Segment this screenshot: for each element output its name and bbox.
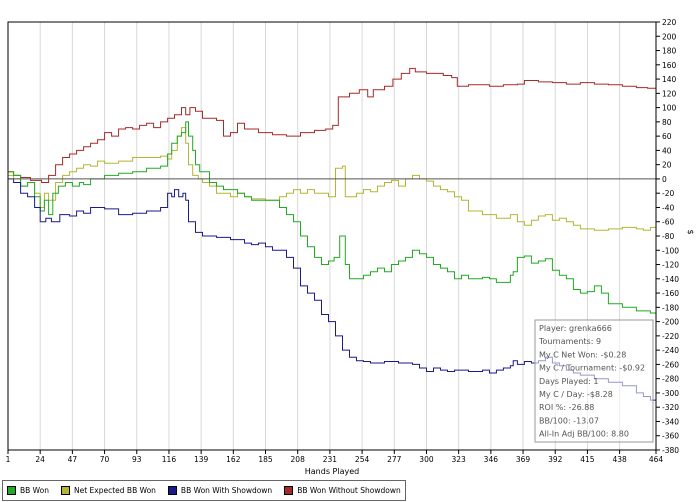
info-line: All-In Adj BB/100: 8.80 — [539, 430, 629, 439]
y-tick-label: -200 — [662, 318, 679, 327]
x-tick-label: 1 — [6, 455, 11, 464]
x-tick-label: 47 — [68, 455, 78, 464]
y-tick-label: 140 — [662, 75, 677, 84]
legend-swatch-bb-won — [7, 486, 16, 495]
y-tick-label: -280 — [662, 375, 679, 384]
y-tick-label: -240 — [662, 346, 679, 355]
y-tick-label: 220 — [662, 18, 677, 27]
y-tick-label: 60 — [662, 132, 672, 141]
x-tick-label: 277 — [387, 455, 402, 464]
y-tick-label: -100 — [662, 246, 679, 255]
info-line: My C / Tournament: -$0.92 — [539, 364, 645, 373]
info-line: BB/100: -13.07 — [539, 416, 599, 425]
info-line: Tournaments: 9 — [538, 337, 601, 346]
legend-swatch-without-showdown — [284, 486, 294, 495]
y-tick-label: 80 — [662, 118, 672, 127]
gridlines — [7, 22, 657, 450]
x-tick-label: 139 — [194, 455, 209, 464]
legend-label-bb-won: BB Won — [20, 486, 49, 495]
x-tick-label: 116 — [162, 455, 177, 464]
y-tick-label: 180 — [662, 47, 677, 56]
legend: BB Won Net Expected BB Won BB Won With S… — [2, 480, 406, 501]
legend-item-with-showdown: BB Won With Showdown — [167, 486, 273, 495]
chart: 220200180160140120100806040200-20-40-60-… — [6, 18, 695, 476]
y-tick-label: -140 — [662, 275, 679, 284]
x-tick-label: 464 — [649, 455, 664, 464]
legend-label-with-showdown: BB Won With Showdown — [180, 486, 273, 495]
x-tick-label: 231 — [323, 455, 338, 464]
x-tick-label: 254 — [355, 455, 370, 464]
y-tick-label: -180 — [662, 303, 679, 312]
x-tick-label: 93 — [132, 455, 142, 464]
y-tick-label: 200 — [662, 32, 677, 41]
y-axis-label: $ — [686, 229, 695, 234]
legend-label-without-showdown: BB Won Without Showdown — [297, 486, 401, 495]
legend-item-bb-won: BB Won — [7, 486, 49, 495]
legend-item-without-showdown: BB Won Without Showdown — [284, 486, 401, 495]
x-tick-label: 70 — [100, 455, 110, 464]
info-box-frame — [534, 319, 654, 443]
y-tick-label: -60 — [662, 218, 674, 227]
x-tick-label: 369 — [516, 455, 531, 464]
y-tick-label: -160 — [662, 289, 679, 298]
info-line: ROI %: -26.88 — [539, 403, 594, 412]
y-tick-label: 160 — [662, 61, 677, 70]
y-tick-label: 100 — [662, 104, 677, 113]
x-axis-ticks: 1 24 47 70 93 116 139 162 185 208 231 254 277 300 323 3… — [6, 450, 664, 464]
y-tick-label: -20 — [662, 189, 674, 198]
series-line-2 — [8, 121, 657, 322]
series-line-1 — [8, 127, 657, 231]
x-tick-label: 415 — [580, 455, 595, 464]
y-tick-label: -320 — [662, 403, 679, 412]
x-tick-label: 392 — [548, 455, 563, 464]
x-tick-label: 323 — [451, 455, 466, 464]
x-tick-label: 438 — [612, 455, 627, 464]
x-tick-label: 208 — [291, 455, 306, 464]
y-tick-label: -80 — [662, 232, 674, 241]
x-axis-label: Hands Played — [305, 467, 359, 476]
y-tick-label: -40 — [662, 203, 674, 212]
legend-swatch-net-expected — [61, 486, 70, 495]
y-tick-label: -340 — [662, 417, 679, 426]
y-tick-label: -220 — [662, 332, 679, 341]
y-tick-label: -380 — [662, 446, 679, 455]
y-tick-label: -360 — [662, 432, 679, 441]
info-line: My C / Day: -$8.28 — [539, 390, 613, 399]
stats-info-box: Player: grenka666 Tournaments: 9 My C Net … — [534, 319, 654, 443]
y-tick-label: 0 — [662, 175, 667, 184]
y-tick-label: -300 — [662, 389, 679, 398]
legend-label-net-expected: Net Expected BB Won — [74, 486, 156, 495]
info-line: Days Played: 1 — [539, 377, 599, 386]
legend-item-net-expected: Net Expected BB Won — [61, 486, 156, 495]
series-line-0 — [8, 67, 657, 183]
y-tick-label: 20 — [662, 161, 672, 170]
x-tick-label: 185 — [258, 455, 273, 464]
x-tick-label: 24 — [35, 455, 45, 464]
y-tick-label: 40 — [662, 146, 672, 155]
x-tick-label: 162 — [226, 455, 241, 464]
y-tick-label: 120 — [662, 89, 677, 98]
x-tick-label: 300 — [419, 455, 434, 464]
info-line: My C Net Won: -$0.28 — [539, 350, 626, 359]
x-tick-label: 346 — [484, 455, 499, 464]
y-tick-label: -260 — [662, 360, 679, 369]
y-tick-label: -120 — [662, 261, 679, 270]
legend-swatch-with-showdown — [167, 486, 177, 495]
y-axis-ticks: 220200180160140120100806040200-20-40-60-… — [656, 18, 679, 455]
info-line: Player: grenka666 — [539, 324, 612, 333]
